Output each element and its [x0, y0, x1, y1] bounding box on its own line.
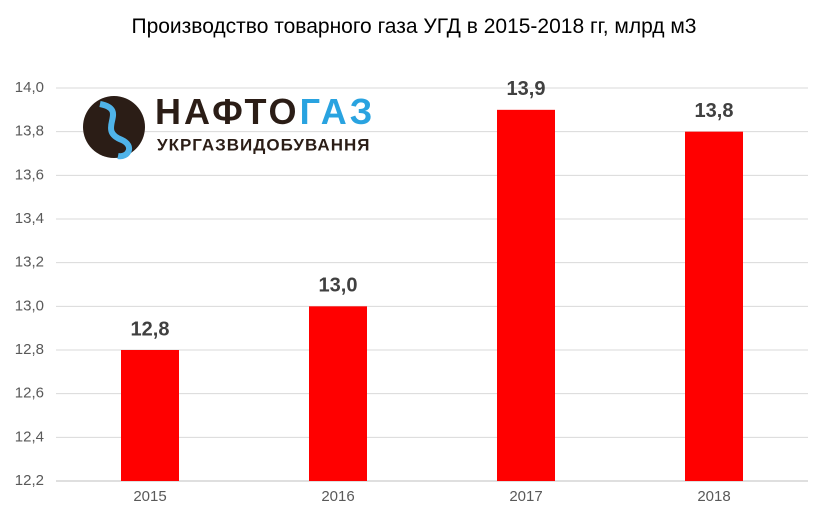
y-tick-label: 13,6 [15, 166, 44, 183]
y-tick-label: 13,8 [15, 123, 44, 140]
x-tick-label: 2016 [321, 488, 354, 505]
logo: НАФТОГАЗ УКРГАЗВИДОБУВАННЯ [83, 91, 375, 160]
chart-title: Производство товарного газа УГД в 2015-2… [131, 15, 697, 38]
logo-swirl [99, 101, 133, 160]
x-tick-label: 2018 [697, 488, 730, 505]
x-tick-label: 2017 [509, 488, 542, 505]
y-tick-label: 13,4 [15, 210, 44, 227]
y-tick-label: 13,2 [15, 254, 44, 271]
logo-name-blue: ГАЗ [300, 91, 376, 132]
logo-subtitle: УКРГАЗВИДОБУВАННЯ [157, 135, 370, 154]
y-tick-label: 12,2 [15, 472, 44, 489]
y-tick-label: 14,0 [15, 79, 44, 96]
value-label: 13,9 [507, 78, 546, 100]
value-label: 13,0 [319, 275, 358, 297]
bar [497, 109, 555, 481]
bar [685, 131, 743, 481]
y-tick-label: 12,6 [15, 385, 44, 402]
x-tick-label: 2015 [133, 488, 166, 505]
value-label: 12,8 [131, 318, 170, 340]
y-tick-label: 12,4 [15, 428, 44, 445]
y-tick-label: 13,0 [15, 297, 44, 314]
value-label: 13,8 [695, 100, 734, 122]
logo-name: НАФТОГАЗ [155, 91, 375, 132]
bar [309, 306, 367, 481]
logo-name-dark: НАФТО [155, 91, 300, 132]
y-tick-label: 12,8 [15, 341, 44, 358]
bar [121, 350, 179, 481]
